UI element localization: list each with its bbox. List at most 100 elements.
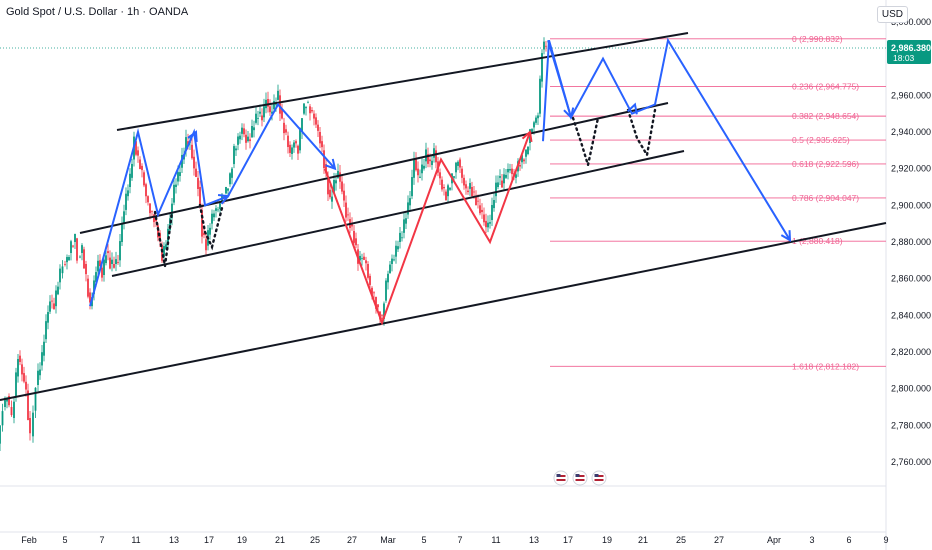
candle-body	[115, 259, 117, 264]
chart-title: Gold Spot / U.S. Dollar · 1h · OANDA	[6, 6, 189, 18]
candle-body	[409, 198, 411, 206]
candle-body	[57, 286, 59, 295]
candle	[299, 127, 301, 154]
candle	[395, 240, 397, 264]
candle-body	[19, 355, 21, 362]
candle-body	[419, 176, 421, 178]
candle-body	[505, 174, 507, 178]
candle	[113, 256, 115, 269]
candle	[363, 252, 365, 261]
candle	[193, 149, 195, 176]
candle-body	[503, 174, 505, 184]
candle-body	[143, 172, 145, 186]
candle	[283, 117, 285, 141]
x-tick-label: 21	[638, 535, 648, 545]
currency-button[interactable]: USD	[876, 6, 908, 23]
candle-body	[161, 244, 163, 261]
candle	[45, 314, 47, 344]
candle-body	[401, 237, 403, 239]
candle	[445, 189, 447, 201]
candle	[129, 168, 131, 194]
x-tick-label: 6	[846, 535, 851, 545]
candle-body	[169, 218, 171, 231]
candle-body	[267, 99, 269, 107]
candle	[39, 362, 41, 380]
candle-body	[461, 168, 463, 178]
candle-body	[89, 292, 91, 303]
price-tag-value: 2,986.380	[891, 43, 931, 53]
candle-body	[381, 315, 383, 317]
candle-body	[171, 203, 173, 219]
candle-body	[395, 245, 397, 257]
x-tick-label: 17	[204, 535, 214, 545]
candle-body	[455, 162, 457, 173]
candle-body	[79, 256, 81, 258]
flag-stripe	[594, 479, 604, 481]
candle-body	[537, 115, 539, 119]
candle-body	[353, 231, 355, 243]
candle-body	[429, 159, 431, 162]
candle-body	[303, 103, 305, 114]
candle-body	[109, 257, 111, 269]
candle-body	[209, 227, 211, 235]
candle-body	[479, 205, 481, 214]
candle-body	[185, 137, 187, 151]
candle-body	[405, 218, 407, 224]
candle	[123, 204, 125, 230]
candle-body	[101, 267, 103, 278]
x-tick-label: 11	[491, 535, 500, 545]
candle	[205, 233, 207, 257]
candle	[407, 195, 409, 219]
candle	[147, 195, 149, 206]
candle-body	[491, 205, 493, 220]
candle-body	[449, 187, 451, 190]
candle	[68, 255, 70, 261]
candle-body	[213, 213, 215, 218]
candle-body	[271, 111, 273, 114]
event-flag-bg	[572, 470, 588, 486]
x-tick-label: 27	[347, 535, 357, 545]
candle	[491, 197, 493, 226]
candle-body	[137, 150, 139, 156]
y-tick-label: 2,960.000	[891, 90, 931, 100]
candle	[423, 158, 425, 171]
candle	[43, 334, 45, 362]
candle	[331, 189, 333, 209]
candle	[503, 168, 505, 191]
candle-body	[535, 117, 537, 123]
candle	[245, 129, 247, 150]
candle	[415, 152, 417, 172]
candle-body	[493, 200, 495, 209]
candle-body	[399, 232, 401, 242]
candle-body	[76, 238, 78, 261]
candle	[27, 383, 29, 421]
candle	[475, 190, 477, 206]
candle	[393, 254, 395, 262]
candle-body	[99, 260, 101, 267]
candle	[285, 124, 287, 136]
x-tick-label: 19	[602, 535, 612, 545]
candle-body	[311, 110, 313, 112]
candle-body	[309, 106, 311, 114]
candle	[179, 165, 181, 182]
candle-body	[427, 154, 429, 164]
candle-body	[117, 262, 119, 263]
y-tick-label: 2,940.000	[891, 127, 931, 137]
candle	[165, 240, 167, 251]
candle-body	[131, 163, 133, 178]
candle-body	[497, 182, 499, 187]
candle-body	[393, 259, 395, 261]
candle-body	[201, 209, 203, 237]
candle-body	[417, 168, 419, 176]
candle	[523, 158, 525, 165]
candle-body	[129, 173, 131, 187]
candle	[247, 130, 249, 143]
fib-level-label: 0.382 (2,948.654)	[792, 111, 859, 121]
candle	[433, 142, 435, 163]
flag-stripe	[556, 479, 566, 481]
candle-body	[247, 136, 249, 142]
x-tick-label: 7	[457, 535, 462, 545]
fib-level-label: 0.618 (2,922.596)	[792, 159, 859, 169]
candle-body	[485, 220, 487, 228]
